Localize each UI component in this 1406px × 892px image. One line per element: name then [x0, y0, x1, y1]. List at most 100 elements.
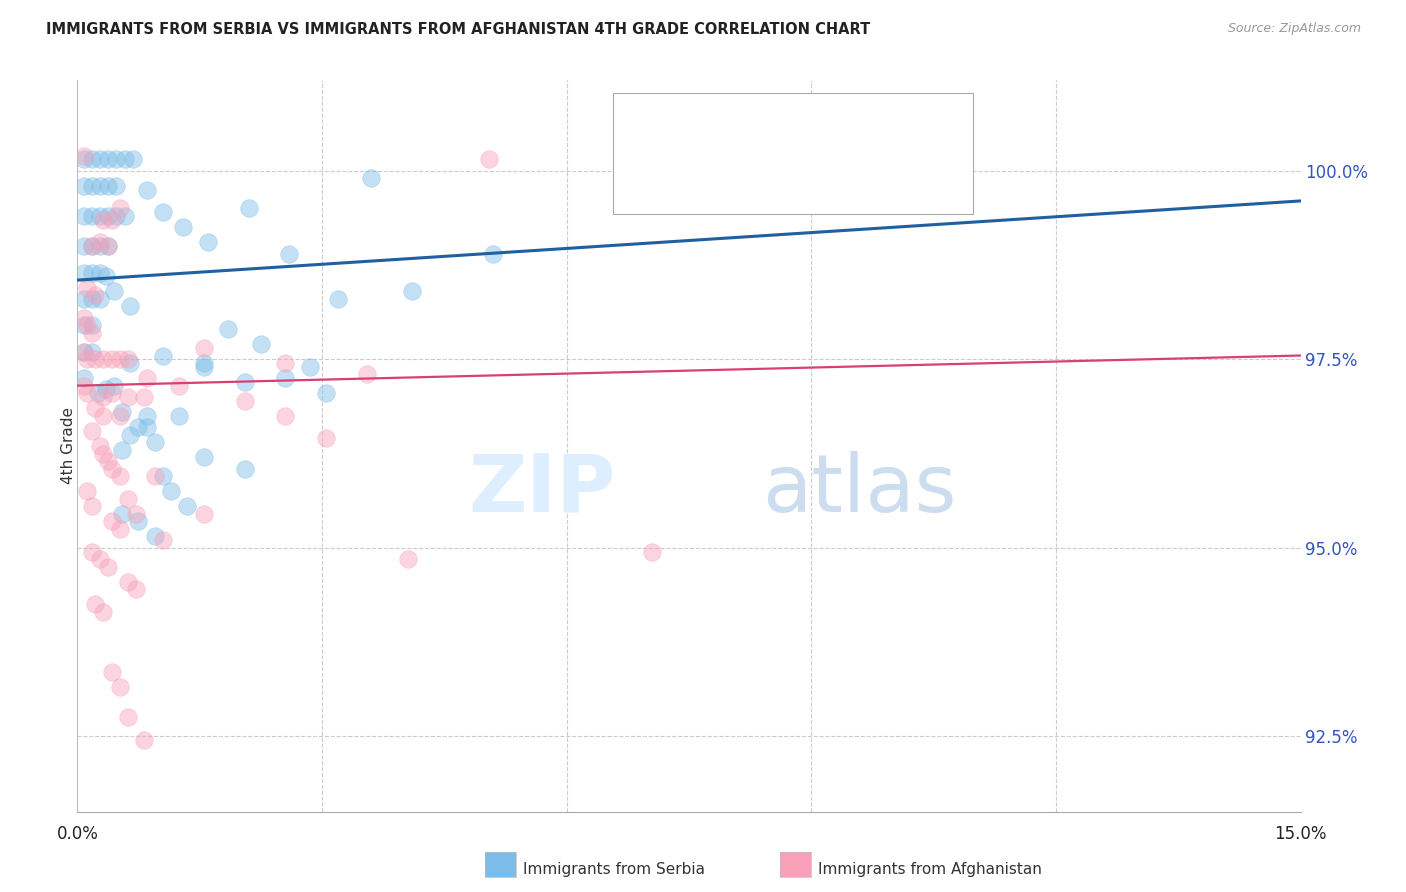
Point: [274, 356, 297, 370]
Point: [80, 500, 103, 514]
Point: [482, 246, 505, 260]
Point: [135, 409, 157, 423]
Point: [135, 183, 157, 197]
Point: [97, 153, 120, 167]
Point: [274, 371, 297, 385]
Point: [274, 409, 297, 423]
Point: [127, 420, 149, 434]
Point: [80, 318, 103, 333]
Point: [152, 533, 174, 548]
Point: [135, 420, 157, 434]
Point: [73, 344, 96, 359]
Point: [114, 209, 136, 223]
Point: [76, 280, 98, 294]
Text: R = 0.067   N = 68: R = 0.067 N = 68: [666, 182, 837, 200]
Point: [233, 393, 256, 408]
Point: [315, 432, 337, 446]
Point: [100, 461, 122, 475]
Point: [80, 344, 103, 359]
Point: [152, 205, 174, 219]
Point: [105, 209, 128, 223]
Point: [103, 378, 125, 392]
Point: [80, 209, 103, 223]
Point: [135, 371, 157, 385]
Point: [100, 665, 122, 680]
Point: [169, 378, 191, 392]
Text: Immigrants from Afghanistan: Immigrants from Afghanistan: [818, 863, 1042, 877]
Point: [93, 390, 115, 404]
Point: [93, 212, 115, 227]
Point: [76, 318, 98, 333]
Point: [111, 442, 134, 457]
Point: [108, 522, 131, 536]
Text: Source: ZipAtlas.com: Source: ZipAtlas.com: [1227, 22, 1361, 36]
Point: [93, 409, 115, 423]
Point: [193, 356, 215, 370]
Point: [117, 710, 139, 724]
Point: [97, 239, 120, 253]
Point: [100, 212, 122, 227]
Point: [87, 386, 110, 401]
Point: [193, 341, 215, 355]
Point: [143, 435, 166, 450]
Point: [478, 153, 501, 167]
Point: [93, 352, 115, 367]
Point: [80, 239, 103, 253]
Point: [93, 446, 115, 460]
Point: [73, 149, 96, 163]
Point: [125, 582, 148, 597]
Point: [111, 507, 134, 521]
Point: [250, 337, 273, 351]
Point: [193, 507, 215, 521]
Point: [93, 605, 115, 619]
Point: [76, 352, 98, 367]
Point: [89, 235, 111, 250]
Point: [80, 292, 103, 306]
Point: [84, 401, 107, 416]
Point: [193, 359, 215, 374]
Point: [111, 405, 134, 419]
Point: [117, 390, 139, 404]
Point: [134, 733, 156, 747]
Point: [73, 266, 96, 280]
Point: [94, 383, 117, 397]
Point: [89, 209, 111, 223]
Point: [169, 409, 191, 423]
Point: [80, 424, 103, 438]
Point: [105, 178, 128, 193]
Point: [73, 371, 96, 385]
Point: [89, 552, 111, 566]
Point: [103, 285, 125, 299]
Point: [193, 450, 215, 465]
Point: [172, 220, 194, 235]
Point: [120, 300, 142, 314]
Point: [84, 288, 107, 302]
Point: [108, 202, 131, 216]
Point: [84, 598, 107, 612]
Point: [73, 239, 96, 253]
Y-axis label: 4th Grade: 4th Grade: [62, 408, 76, 484]
Point: [89, 178, 111, 193]
Point: [80, 544, 103, 558]
Point: [396, 552, 419, 566]
Point: [97, 239, 120, 253]
Text: atlas: atlas: [762, 450, 956, 529]
Point: [80, 266, 103, 280]
Point: [97, 209, 120, 223]
Point: [76, 386, 98, 401]
Point: [108, 352, 131, 367]
Point: [127, 515, 149, 529]
Point: [97, 559, 120, 574]
Point: [328, 292, 350, 306]
Point: [108, 409, 131, 423]
Point: [80, 326, 103, 340]
Point: [114, 153, 136, 167]
Point: [84, 352, 107, 367]
Point: [73, 318, 96, 333]
Point: [117, 352, 139, 367]
Point: [94, 269, 117, 284]
Point: [73, 344, 96, 359]
Point: [401, 285, 423, 299]
Point: [120, 356, 142, 370]
Point: [356, 368, 378, 382]
